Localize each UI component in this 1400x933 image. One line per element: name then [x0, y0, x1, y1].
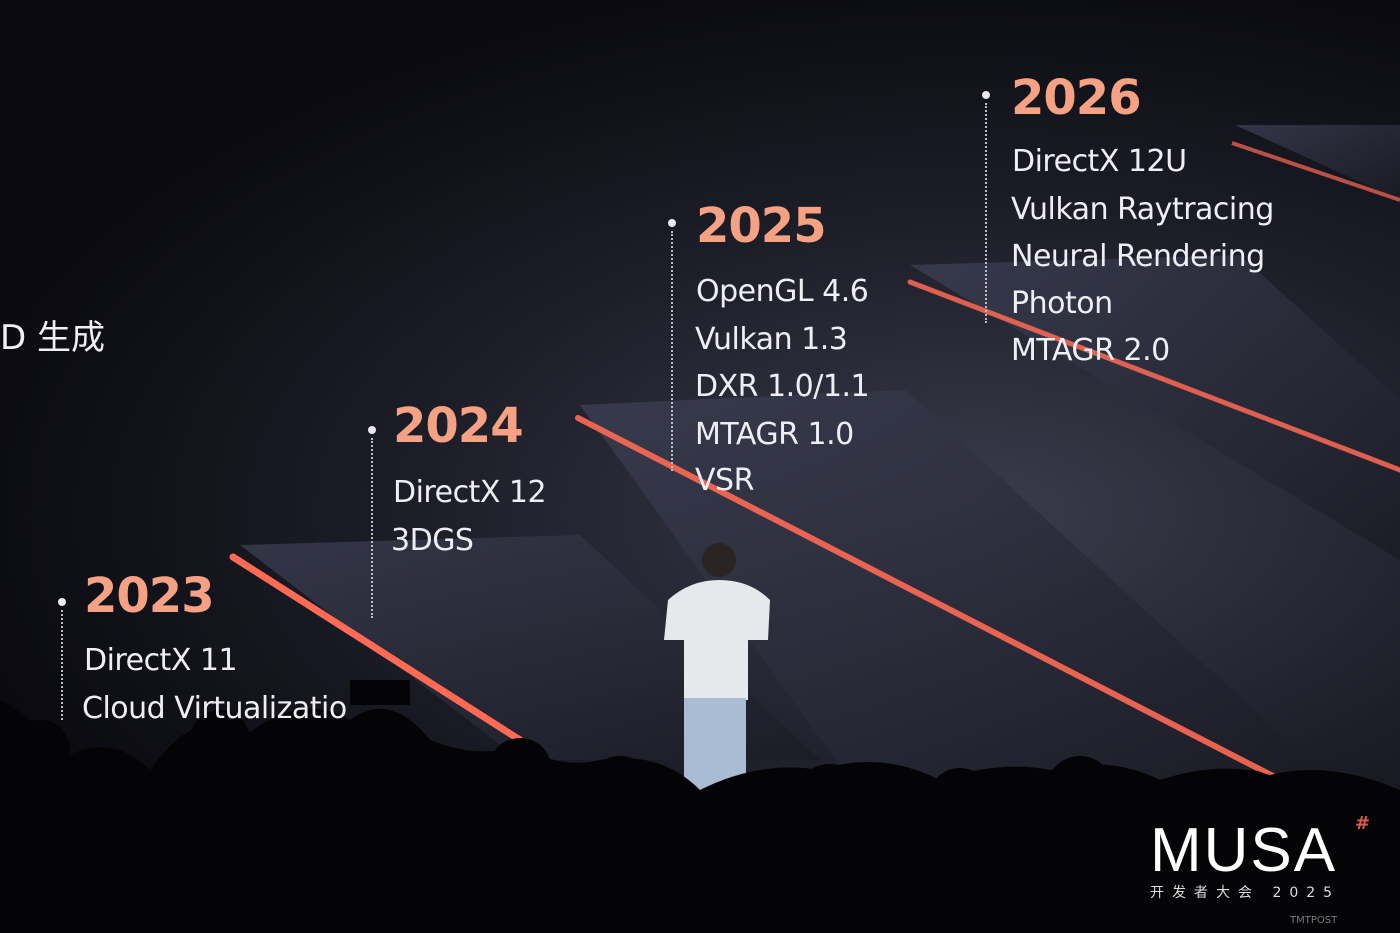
watermark: TMTPOST: [1290, 915, 1338, 926]
logo-subtitle: 开发者大会 2025: [1150, 885, 1341, 901]
timeline-dot-2024: [368, 426, 376, 434]
feature-item: Photon: [1011, 286, 1113, 321]
feature-item: Vulkan Raytracing: [1011, 192, 1274, 227]
logo-name: MUSA: [1150, 816, 1338, 885]
stripe-1: [229, 553, 524, 744]
feature-item: DirectX 12U: [1012, 144, 1187, 179]
timeline-line-2026: [985, 103, 987, 323]
feature-item: MTAGR 1.0: [695, 417, 854, 452]
timeline-line-2023: [61, 610, 63, 720]
feature-item: DirectX 11: [84, 643, 238, 678]
year-2023: 2023: [84, 568, 215, 624]
speaker: [664, 543, 770, 793]
feature-item: DirectX 12: [393, 475, 547, 510]
stripe-4: [1231, 141, 1400, 202]
timeline-line-2024: [371, 438, 373, 618]
stripe-2: [575, 415, 1303, 793]
year-2025: 2025: [696, 198, 827, 254]
stair-step-1: [240, 535, 820, 760]
stripe-3: [907, 279, 1400, 473]
audience-silhouettes: [0, 680, 1400, 933]
timeline-dot-2023: [58, 598, 66, 606]
timeline-dot-2026: [982, 91, 990, 99]
feature-item: Vulkan 1.3: [695, 322, 848, 357]
feature-item: Neural Rendering: [1011, 239, 1265, 274]
feature-item: 3DGS: [391, 523, 474, 558]
feature-item: MTAGR 2.0: [1011, 333, 1170, 368]
feature-item: Cloud Virtualizatio: [82, 691, 347, 726]
logo-hash-mark: #: [1355, 813, 1371, 834]
timeline-dot-2025: [668, 219, 676, 227]
feature-item: VSR: [695, 463, 754, 498]
musa-logo: MUSA # 开发者大会 2025: [1150, 814, 1390, 902]
stair-step-4: [1235, 125, 1400, 200]
feature-item: OpenGL 4.6: [696, 274, 869, 309]
timeline-line-2025: [671, 231, 673, 471]
feature-item: DXR 1.0/1.1: [695, 369, 870, 404]
stair-step-2: [580, 390, 1330, 780]
partial-slide-text: D 生成: [0, 318, 105, 358]
year-2024: 2024: [393, 398, 524, 454]
year-2026: 2026: [1011, 70, 1142, 126]
